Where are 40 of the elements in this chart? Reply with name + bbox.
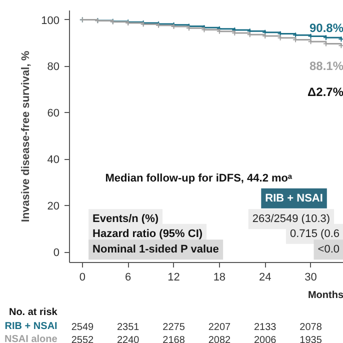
x-tick-label: 0: [79, 272, 86, 284]
text: 2168: [162, 335, 186, 343]
x-tick-label: 24: [258, 272, 272, 284]
annotation: Median follow-up for iDFS, 44.2 moᵃ: [105, 172, 293, 184]
annotation: 263/2549 (10.3): [252, 213, 330, 226]
y-tick-label: 40: [47, 154, 60, 166]
annotation: 0.715 (0.6: [290, 228, 340, 240]
text: 2133: [254, 322, 277, 333]
annotation: Hazard ratio (95% CI): [92, 228, 203, 240]
text: NSAI alone: [4, 334, 58, 343]
text: 2351: [116, 322, 140, 333]
y-axis-title: Invasive disease-free survival, %: [20, 50, 32, 222]
text: 2082: [208, 335, 231, 343]
text: No. at risk: [8, 307, 58, 318]
annotation: 90.8%: [309, 20, 343, 35]
annotation: Δ2.7%: [308, 84, 343, 99]
text: RIB + NSAI: [4, 321, 58, 332]
y-tick-label: 0: [53, 247, 60, 260]
text: 2549: [71, 322, 94, 333]
x-tick-label: 12: [168, 272, 180, 284]
annotation: Events/n (%): [92, 213, 159, 226]
y-tick-label: 80: [47, 61, 60, 74]
y-tick-label: 60: [47, 108, 60, 120]
text: 2240: [116, 335, 140, 343]
text: 2078: [300, 322, 322, 333]
x-tick-label: 30: [304, 272, 317, 284]
text: 1935: [300, 335, 322, 343]
text: 2207: [208, 322, 231, 333]
y-tick-label: 100: [41, 14, 60, 27]
x-axis-title: Months: [308, 290, 343, 301]
x-tick-label: 6: [125, 272, 132, 284]
annotation: <0.0: [318, 244, 340, 256]
x-tick-label: 18: [213, 272, 226, 284]
annotation: Nominal 1-sided P value: [92, 244, 219, 256]
text: 2552: [71, 335, 94, 343]
annotation: RIB + NSAI: [265, 192, 323, 204]
text: 2006: [254, 335, 277, 343]
text: 2275: [162, 322, 186, 333]
y-tick-label: 20: [47, 200, 60, 213]
annotation: 88.1%: [309, 58, 343, 73]
